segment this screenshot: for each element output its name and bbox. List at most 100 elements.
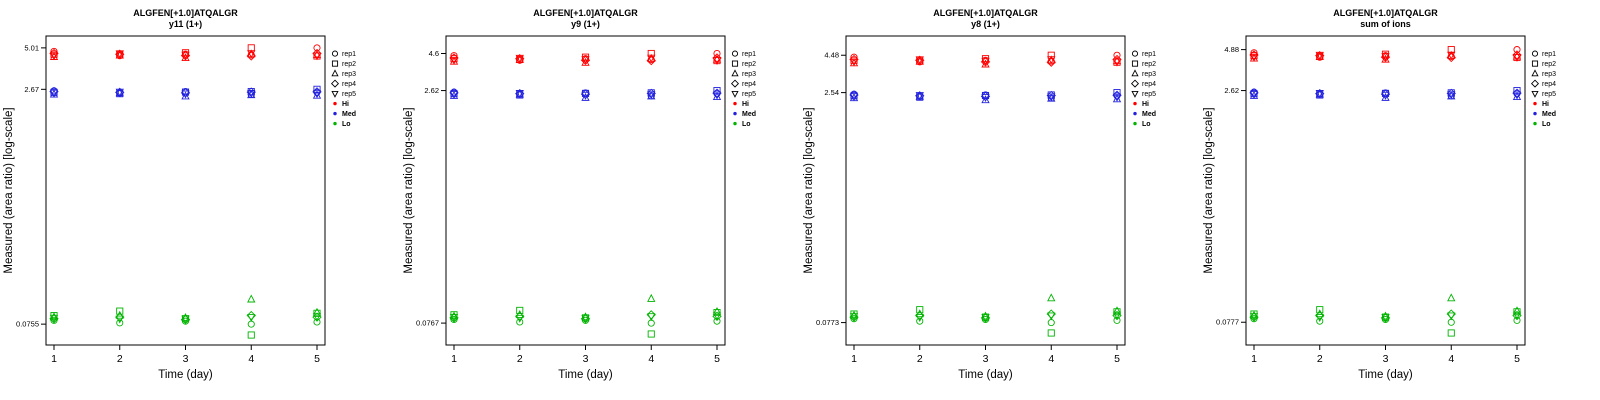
data-point-hi-rep3-day3 <box>181 53 190 62</box>
y-tick-label: 4.6 <box>429 49 439 58</box>
legend-label-rep5: rep5 <box>742 91 756 98</box>
x-tick-label: 1 <box>1251 353 1257 365</box>
data-point-med-rep5-day3 <box>1381 91 1390 100</box>
data-point-lo-rep2-day4 <box>1447 329 1455 337</box>
data-point-lo-rep5-day3 <box>181 315 190 324</box>
data-point-hi-rep5-day4 <box>1047 56 1056 65</box>
data-point-hi-rep5-day1 <box>849 58 859 67</box>
y-tick-label: 2.67 <box>24 85 39 94</box>
data-point-hi-rep5-day1 <box>1249 53 1259 62</box>
y-axis-label: Measured (area ratio) [log-scale] <box>1203 107 1215 273</box>
x-tick-label: 2 <box>117 353 123 365</box>
legend-label-rep2: rep2 <box>1542 61 1556 68</box>
data-point-hi-rep4-day1 <box>449 53 459 63</box>
data-point-hi-rep4-day5 <box>312 48 322 59</box>
panel-title: ALGFEN[+1.0]ATQALGR <box>1333 8 1438 18</box>
data-point-med-rep5-day5 <box>1112 93 1122 102</box>
x-axis-label: Time (day) <box>158 369 213 381</box>
chart-panel-4: ALGFEN[+1.0]ATQALGR sum of ions Measured (… <box>1200 0 1600 400</box>
x-tick-label: 1 <box>51 353 57 365</box>
legend-label-rep3: rep3 <box>342 71 356 78</box>
y-tick-label: 0.0773 <box>816 318 839 327</box>
legend-label-Hi: Hi <box>742 101 749 108</box>
data-point-med-rep5-day1 <box>1249 91 1259 100</box>
data-point-lo-rep3-day5 <box>1112 306 1122 315</box>
data-point-med-rep5-day4 <box>647 91 656 100</box>
data-point-med-rep5-day4 <box>1447 91 1456 100</box>
y-tick-label: 2.54 <box>824 88 839 97</box>
data-point-med-rep5-day4 <box>1047 93 1056 102</box>
x-tick-label: 5 <box>1514 353 1520 365</box>
y-axis-label: Measured (area ratio) [log-scale] <box>3 107 15 273</box>
legend-symbol-rep2 <box>331 60 339 67</box>
legend-dot-Lo <box>333 121 337 126</box>
data-point-lo-rep1-day4 <box>1047 319 1055 327</box>
data-point-hi-rep5-day4 <box>1447 51 1456 60</box>
data-point-hi-rep5-day5 <box>712 57 722 65</box>
data-point-lo-rep5-day2 <box>1315 314 1324 322</box>
legend-label-rep3: rep3 <box>1542 71 1556 78</box>
data-point-hi-rep5-day3 <box>981 57 990 66</box>
plot-border <box>45 35 326 346</box>
legend-symbol-rep4 <box>1530 79 1540 88</box>
legend-label-rep1: rep1 <box>1542 51 1556 58</box>
y-tick-label: 0.0777 <box>1216 318 1239 327</box>
x-tick-label: 3 <box>183 353 189 365</box>
data-point-med-rep5-day5 <box>1512 91 1522 100</box>
data-point-hi-rep5-day1 <box>449 56 459 65</box>
data-point-lo-rep2-day2 <box>916 306 924 314</box>
legend-label-Hi: Hi <box>1542 101 1549 108</box>
data-point-lo-rep3-day4 <box>1047 293 1056 302</box>
data-point-hi-rep5-day2 <box>1315 51 1324 60</box>
data-point-lo-rep5-day4 <box>1447 312 1456 321</box>
legend-symbol-rep1 <box>731 50 739 57</box>
legend-dot-Hi <box>733 101 737 106</box>
data-point-lo-rep1-day1 <box>50 316 58 324</box>
legend-dot-Med <box>1533 111 1537 116</box>
legend-dot-Lo <box>1533 121 1537 126</box>
legend-symbol-rep5 <box>731 90 739 98</box>
panel-title: ALGFEN[+1.0]ATQALGR <box>133 8 238 18</box>
data-point-med-rep5-day1 <box>849 93 859 102</box>
legend-symbol-rep5 <box>331 90 339 98</box>
legend-label-rep2: rep2 <box>1142 61 1156 68</box>
legend-symbol-rep1 <box>1131 50 1139 57</box>
data-point-med-rep5-day2 <box>515 90 524 98</box>
x-tick-label: 4 <box>648 353 654 365</box>
legend-symbol-rep3 <box>731 69 739 77</box>
data-point-med-rep5-day5 <box>712 91 722 100</box>
data-point-hi-rep4-day1 <box>1249 50 1259 60</box>
legend-label-rep4: rep4 <box>1542 81 1556 88</box>
panel-subtitle: y9 (1+) <box>571 19 600 29</box>
data-point-lo-rep2-day4 <box>247 331 255 339</box>
legend-label-rep1: rep1 <box>742 51 756 58</box>
legend-label-rep5: rep5 <box>342 91 356 98</box>
data-point-hi-rep5-day4 <box>247 50 256 59</box>
data-point-hi-rep5-day2 <box>515 54 524 63</box>
data-point-lo-rep5-day5 <box>1112 311 1122 320</box>
y-tick-label: 2.62 <box>1224 86 1239 95</box>
legend-label-Med: Med <box>1142 111 1156 118</box>
data-point-lo-rep5-day4 <box>247 314 256 322</box>
data-point-lo-rep1-day5 <box>313 318 321 326</box>
legend-label-rep2: rep2 <box>342 61 356 68</box>
y-tick-label: 4.88 <box>1224 45 1239 54</box>
data-point-lo-rep1-day2 <box>116 319 124 327</box>
legend-label-rep5: rep5 <box>1542 91 1556 98</box>
data-point-lo-rep1-day5 <box>713 317 721 325</box>
data-point-hi-rep4-day4 <box>646 55 656 66</box>
legend-label-Lo: Lo <box>342 121 351 128</box>
data-point-med-rep5-day3 <box>181 90 190 99</box>
x-tick-label: 3 <box>983 353 989 365</box>
data-point-lo-rep3-day5 <box>312 307 322 316</box>
plot-border <box>445 35 726 346</box>
data-point-med-rep5-day4 <box>247 90 256 98</box>
legend-symbol-rep5 <box>1131 90 1139 98</box>
data-point-lo-rep5-day1 <box>1249 313 1259 322</box>
panel-title: ALGFEN[+1.0]ATQALGR <box>533 8 638 18</box>
panel-title: ALGFEN[+1.0]ATQALGR <box>933 8 1038 18</box>
data-point-lo-rep1-day5 <box>1513 316 1521 324</box>
data-point-lo-rep3-day5 <box>1512 306 1522 315</box>
legend-symbol-rep3 <box>331 69 339 77</box>
data-point-hi-rep4-day5 <box>1112 54 1122 65</box>
